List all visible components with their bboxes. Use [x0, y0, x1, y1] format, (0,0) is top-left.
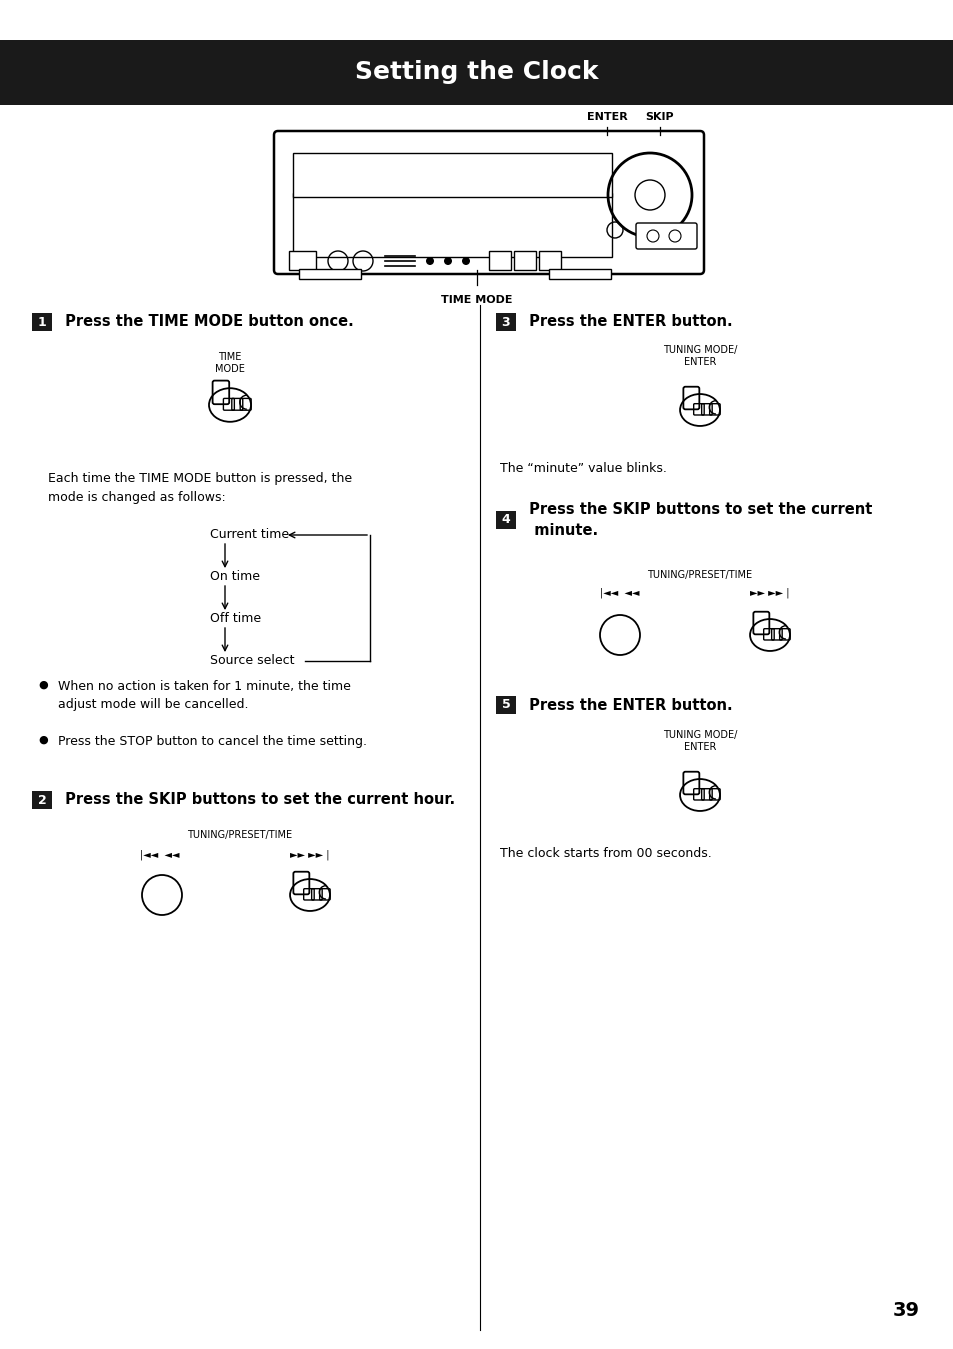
- Text: Current time: Current time: [210, 529, 289, 541]
- Text: ●: ●: [38, 735, 48, 745]
- FancyBboxPatch shape: [496, 696, 516, 714]
- Text: TUNING MODE/
ENTER: TUNING MODE/ ENTER: [662, 345, 737, 367]
- Text: 2: 2: [37, 793, 47, 807]
- FancyBboxPatch shape: [274, 131, 703, 274]
- Text: ►► ►► |: ►► ►► |: [290, 850, 330, 861]
- FancyBboxPatch shape: [548, 268, 610, 279]
- Text: Off time: Off time: [210, 612, 261, 626]
- FancyBboxPatch shape: [496, 313, 516, 331]
- Text: 3: 3: [501, 316, 510, 329]
- FancyBboxPatch shape: [298, 268, 360, 279]
- FancyBboxPatch shape: [289, 251, 315, 270]
- Text: 5: 5: [501, 699, 510, 711]
- Text: TUNING/PRESET/TIME: TUNING/PRESET/TIME: [187, 830, 293, 840]
- Text: |◄◄  ◄◄: |◄◄ ◄◄: [599, 588, 639, 599]
- Text: On time: On time: [210, 571, 260, 584]
- FancyBboxPatch shape: [0, 40, 953, 105]
- Text: Each time the TIME MODE button is pressed, the
mode is changed as follows:: Each time the TIME MODE button is presse…: [48, 472, 352, 505]
- Text: TUNING/PRESET/TIME: TUNING/PRESET/TIME: [647, 571, 752, 580]
- FancyBboxPatch shape: [293, 193, 612, 258]
- Text: ●: ●: [38, 680, 48, 689]
- Text: 39: 39: [892, 1300, 919, 1321]
- Circle shape: [426, 258, 434, 264]
- Text: Press the SKIP buttons to set the current
  minute.: Press the SKIP buttons to set the curren…: [523, 502, 871, 538]
- Text: ►► ►► |: ►► ►► |: [749, 588, 789, 599]
- Text: |◄◄  ◄◄: |◄◄ ◄◄: [140, 850, 179, 861]
- FancyBboxPatch shape: [32, 313, 52, 331]
- Text: Press the SKIP buttons to set the current hour.: Press the SKIP buttons to set the curren…: [60, 792, 455, 808]
- Text: When no action is taken for 1 minute, the time
adjust mode will be cancelled.: When no action is taken for 1 minute, th…: [58, 680, 351, 711]
- FancyBboxPatch shape: [489, 251, 511, 270]
- Text: The clock starts from 00 seconds.: The clock starts from 00 seconds.: [499, 847, 711, 861]
- Text: 4: 4: [501, 514, 510, 526]
- FancyBboxPatch shape: [293, 152, 612, 197]
- Text: TIME
MODE: TIME MODE: [214, 352, 245, 374]
- Text: Press the STOP button to cancel the time setting.: Press the STOP button to cancel the time…: [58, 735, 367, 747]
- FancyBboxPatch shape: [32, 791, 52, 809]
- Text: Setting the Clock: Setting the Clock: [355, 61, 598, 85]
- Text: ENTER: ENTER: [586, 112, 627, 121]
- Text: 1: 1: [37, 316, 47, 329]
- Text: Source select: Source select: [210, 654, 294, 668]
- FancyBboxPatch shape: [514, 251, 536, 270]
- Text: TUNING MODE/
ENTER: TUNING MODE/ ENTER: [662, 730, 737, 751]
- Circle shape: [443, 258, 452, 264]
- Text: Press the TIME MODE button once.: Press the TIME MODE button once.: [60, 314, 354, 329]
- Text: Press the ENTER button.: Press the ENTER button.: [523, 697, 732, 712]
- Text: Press the ENTER button.: Press the ENTER button.: [523, 314, 732, 329]
- Text: TIME MODE: TIME MODE: [441, 295, 512, 305]
- FancyBboxPatch shape: [636, 223, 697, 250]
- FancyBboxPatch shape: [496, 511, 516, 529]
- Text: The “minute” value blinks.: The “minute” value blinks.: [499, 461, 666, 475]
- FancyBboxPatch shape: [538, 251, 560, 270]
- Text: SKIP: SKIP: [645, 112, 674, 121]
- Circle shape: [461, 258, 470, 264]
